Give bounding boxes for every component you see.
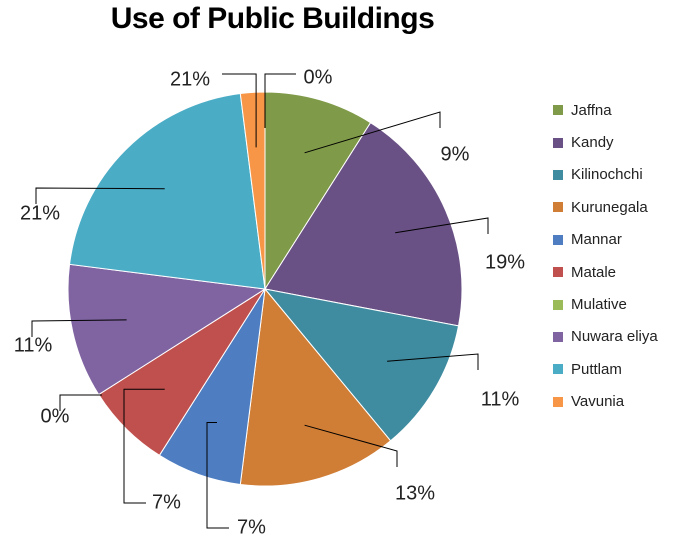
leader-lines: [31, 73, 489, 529]
pie-slice-puttlam: [68, 92, 266, 290]
data-label: 21%: [170, 68, 210, 90]
legend-label: Vavunia: [571, 393, 625, 411]
data-label: 7%: [237, 516, 266, 536]
legend-label: Puttlam: [571, 360, 622, 378]
leader-line: [59, 394, 102, 411]
legend-swatch: [553, 331, 563, 342]
pie-slice-nuwara-eliya: [67, 263, 267, 396]
data-label: 21%: [20, 202, 60, 224]
data-label: 19%: [485, 251, 525, 273]
legend-swatch: [553, 169, 563, 180]
legend-item-matale: Matale: [553, 256, 678, 288]
leader-line: [264, 73, 296, 128]
data-label: 11%: [481, 388, 520, 410]
legend-label: Jaffna: [571, 101, 612, 119]
legend-item-nuwara-eliya: Nuwara eliya: [553, 321, 678, 353]
leader-line: [123, 388, 165, 504]
legend-item-kurunegala: Kurunegala: [553, 191, 678, 223]
leader-line: [395, 217, 489, 234]
chart-title: Use of Public Buildings: [110, 2, 435, 35]
legend-item-puttlam: Puttlam: [553, 353, 678, 385]
legend-swatch: [553, 364, 563, 375]
legend-swatch: [553, 137, 563, 148]
leader-line: [206, 422, 229, 529]
legend-label: Mulative: [571, 296, 627, 314]
pie-slice-kilinochchi: [263, 288, 460, 442]
legend-label: Nuwara eliya: [571, 328, 658, 346]
legend-item-jaffna: Jaffna: [553, 94, 678, 126]
data-label: 9%: [441, 143, 470, 165]
legend-label: Kurunegala: [571, 198, 648, 216]
legend-label: Mannar: [571, 231, 622, 249]
legend-label: Kilinochchi: [571, 166, 643, 184]
legend-swatch: [553, 396, 563, 407]
pie-slice-kandy: [264, 121, 463, 327]
data-label: 11%: [14, 334, 53, 356]
pie-slice-kurunegala: [239, 287, 392, 487]
legend: Jaffna Kandy Kilinochchi Kurunegala Mannar Ma…: [553, 94, 678, 418]
leader-line: [31, 319, 127, 337]
legend-item-kilinochchi: Kilinochchi: [553, 159, 678, 191]
data-label: 0%: [304, 66, 333, 88]
legend-item-kandy: Kandy: [553, 126, 678, 158]
leader-line: [387, 353, 479, 370]
legend-swatch: [553, 234, 563, 245]
data-label: 7%: [152, 491, 181, 513]
data-label: 0%: [41, 405, 70, 427]
leader-line: [304, 424, 398, 467]
leader-line: [35, 187, 165, 204]
legend-label: Kandy: [571, 134, 614, 152]
legend-swatch: [553, 202, 563, 213]
legend-item-vavunia: Vavunia: [553, 386, 678, 418]
legend-swatch: [553, 267, 563, 278]
leader-line: [222, 73, 257, 148]
legend-item-mannar: Mannar: [553, 224, 678, 256]
legend-swatch: [553, 105, 563, 116]
legend-item-mulative: Mulative: [553, 288, 678, 320]
leader-line: [304, 111, 441, 154]
legend-label: Matale: [571, 263, 617, 281]
legend-swatch: [553, 299, 563, 310]
data-label: 13%: [395, 482, 435, 504]
